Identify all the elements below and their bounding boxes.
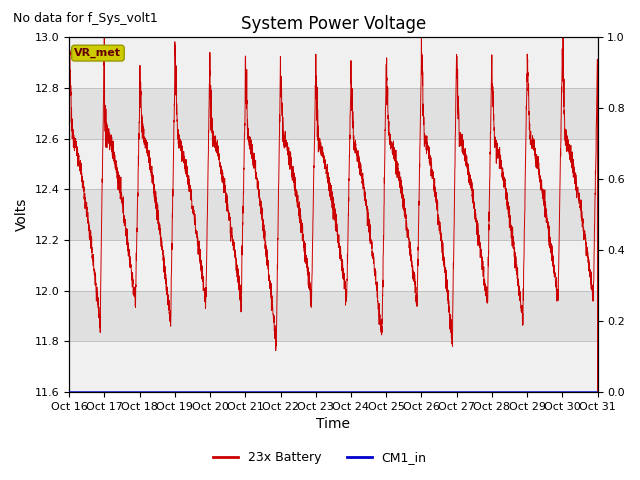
Text: VR_met: VR_met — [74, 48, 122, 58]
Legend: 23x Battery, CM1_in: 23x Battery, CM1_in — [208, 446, 432, 469]
Bar — [69, 88, 598, 139]
Text: No data for f_Sys_volt1: No data for f_Sys_volt1 — [13, 12, 157, 25]
Bar — [69, 37, 598, 88]
X-axis label: Time: Time — [316, 418, 350, 432]
Bar — [69, 190, 598, 240]
Y-axis label: Volts: Volts — [15, 198, 29, 231]
Bar — [69, 240, 598, 291]
Title: System Power Voltage: System Power Voltage — [241, 15, 426, 33]
Bar — [69, 341, 598, 392]
Bar — [69, 291, 598, 341]
Bar — [69, 139, 598, 190]
